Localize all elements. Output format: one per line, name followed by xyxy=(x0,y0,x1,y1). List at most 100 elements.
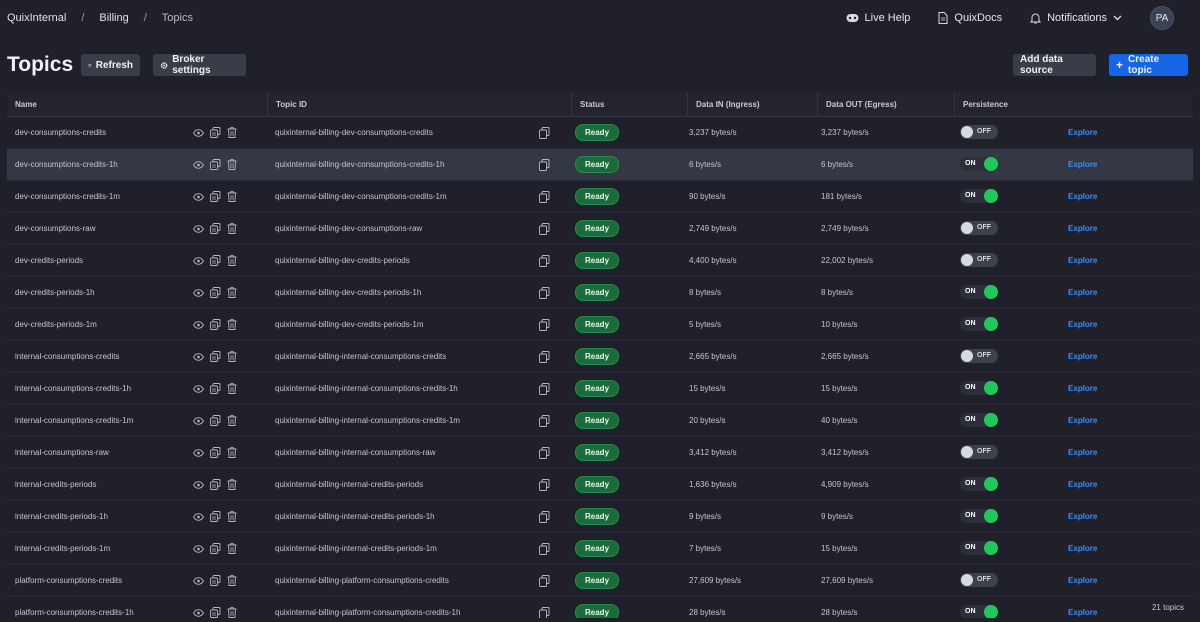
table-row[interactable]: internal-consumptions-credits-1m quixint… xyxy=(7,405,1193,437)
copy-icon[interactable] xyxy=(210,223,221,234)
trash-icon[interactable] xyxy=(227,287,237,298)
topic-name[interactable]: dev-consumptions-credits-1m xyxy=(15,192,120,201)
copy-icon[interactable] xyxy=(539,190,550,203)
broker-settings-button[interactable]: Broker settings xyxy=(153,54,246,76)
trash-icon[interactable] xyxy=(227,575,237,586)
column-header-name[interactable]: Name xyxy=(15,99,37,109)
copy-icon[interactable] xyxy=(539,510,550,523)
explore-link[interactable]: Explore xyxy=(1068,352,1098,361)
table-row[interactable]: platform-consumptions-credits quixintern… xyxy=(7,565,1193,597)
copy-icon[interactable] xyxy=(210,255,221,266)
persistence-toggle[interactable]: ON xyxy=(960,604,998,618)
eye-icon[interactable] xyxy=(193,448,204,457)
copy-icon[interactable] xyxy=(210,575,221,586)
column-header-status[interactable]: Status xyxy=(571,92,687,116)
persistence-toggle[interactable]: ON xyxy=(960,412,998,427)
copy-icon[interactable] xyxy=(210,447,221,458)
persistence-toggle[interactable]: OFF xyxy=(960,220,998,235)
eye-icon[interactable] xyxy=(193,608,204,617)
eye-icon[interactable] xyxy=(193,512,204,521)
table-row[interactable]: internal-consumptions-raw quixinternal-b… xyxy=(7,437,1193,469)
trash-icon[interactable] xyxy=(227,351,237,362)
topic-name[interactable]: internal-credits-periods-1h xyxy=(15,512,108,521)
topic-name[interactable]: internal-credits-periods-1m xyxy=(15,544,111,553)
table-row[interactable]: dev-credits-periods quixinternal-billing… xyxy=(7,245,1193,277)
copy-icon[interactable] xyxy=(539,414,550,427)
copy-icon[interactable] xyxy=(210,479,221,490)
explore-link[interactable]: Explore xyxy=(1068,192,1098,201)
topic-name[interactable]: dev-credits-periods-1h xyxy=(15,288,95,297)
eye-icon[interactable] xyxy=(193,192,204,201)
trash-icon[interactable] xyxy=(227,447,237,458)
persistence-toggle[interactable]: OFF xyxy=(960,348,998,363)
trash-icon[interactable] xyxy=(227,191,237,202)
eye-icon[interactable] xyxy=(193,224,204,233)
explore-link[interactable]: Explore xyxy=(1068,288,1098,297)
table-row[interactable]: dev-consumptions-credits-1h quixinternal… xyxy=(7,149,1193,181)
eye-icon[interactable] xyxy=(193,352,204,361)
copy-icon[interactable] xyxy=(539,158,550,171)
persistence-toggle[interactable]: ON xyxy=(960,380,998,395)
copy-icon[interactable] xyxy=(210,191,221,202)
copy-icon[interactable] xyxy=(539,574,550,587)
trash-icon[interactable] xyxy=(227,415,237,426)
topic-name[interactable]: dev-consumptions-credits xyxy=(15,128,107,137)
explore-link[interactable]: Explore xyxy=(1068,160,1098,169)
trash-icon[interactable] xyxy=(227,255,237,266)
column-header-data-out[interactable]: Data OUT (Egress) xyxy=(817,92,954,116)
breadcrumb-org[interactable]: QuixInternal xyxy=(7,12,67,24)
copy-icon[interactable] xyxy=(210,159,221,170)
eye-icon[interactable] xyxy=(193,416,204,425)
eye-icon[interactable] xyxy=(193,320,204,329)
explore-link[interactable]: Explore xyxy=(1068,480,1098,489)
topic-name[interactable]: dev-credits-periods xyxy=(15,256,84,265)
copy-icon[interactable] xyxy=(539,222,550,235)
eye-icon[interactable] xyxy=(193,256,204,265)
table-row[interactable]: internal-credits-periods-1h quixinternal… xyxy=(7,501,1193,533)
copy-icon[interactable] xyxy=(539,606,550,618)
topic-name[interactable]: dev-consumptions-credits-1h xyxy=(15,160,118,169)
copy-icon[interactable] xyxy=(210,383,221,394)
topic-name[interactable]: internal-consumptions-credits-1h xyxy=(15,384,132,393)
copy-icon[interactable] xyxy=(210,511,221,522)
persistence-toggle[interactable]: OFF xyxy=(960,572,998,587)
eye-icon[interactable] xyxy=(193,128,204,137)
persistence-toggle[interactable]: ON xyxy=(960,540,998,555)
table-row[interactable]: dev-credits-periods-1h quixinternal-bill… xyxy=(7,277,1193,309)
table-row[interactable]: internal-credits-periods-1m quixinternal… xyxy=(7,533,1193,565)
trash-icon[interactable] xyxy=(227,479,237,490)
copy-icon[interactable] xyxy=(210,127,221,138)
copy-icon[interactable] xyxy=(210,415,221,426)
explore-link[interactable]: Explore xyxy=(1068,224,1098,233)
topic-name[interactable]: dev-credits-periods-1m xyxy=(15,320,97,329)
topic-name[interactable]: dev-consumptions-raw xyxy=(15,224,96,233)
topic-name[interactable]: platform-consumptions-credits xyxy=(15,576,123,585)
trash-icon[interactable] xyxy=(227,159,237,170)
topic-name[interactable]: internal-consumptions-raw xyxy=(15,448,109,457)
persistence-toggle[interactable]: ON xyxy=(960,284,998,299)
trash-icon[interactable] xyxy=(227,511,237,522)
topic-name[interactable]: internal-credits-periods xyxy=(15,480,97,489)
table-row[interactable]: internal-credits-periods quixinternal-bi… xyxy=(7,469,1193,501)
breadcrumb-project[interactable]: Billing xyxy=(99,12,129,24)
docs-link[interactable]: QuixDocs xyxy=(938,12,1002,24)
refresh-button[interactable]: Refresh xyxy=(81,54,140,76)
table-row[interactable]: dev-consumptions-credits-1m quixinternal… xyxy=(7,181,1193,213)
eye-icon[interactable] xyxy=(193,160,204,169)
copy-icon[interactable] xyxy=(539,478,550,491)
copy-icon[interactable] xyxy=(210,543,221,554)
table-row[interactable]: dev-consumptions-raw quixinternal-billin… xyxy=(7,213,1193,245)
trash-icon[interactable] xyxy=(227,319,237,330)
copy-icon[interactable] xyxy=(539,542,550,555)
topic-name[interactable]: internal-consumptions-credits xyxy=(15,352,120,361)
persistence-toggle[interactable]: OFF xyxy=(960,124,998,139)
copy-icon[interactable] xyxy=(539,446,550,459)
copy-icon[interactable] xyxy=(210,607,221,618)
trash-icon[interactable] xyxy=(227,127,237,138)
trash-icon[interactable] xyxy=(227,543,237,554)
copy-icon[interactable] xyxy=(539,382,550,395)
topic-name[interactable]: internal-consumptions-credits-1m xyxy=(15,416,134,425)
copy-icon[interactable] xyxy=(539,350,550,363)
add-data-source-button[interactable]: Add data source xyxy=(1013,54,1096,76)
explore-link[interactable]: Explore xyxy=(1068,512,1098,521)
